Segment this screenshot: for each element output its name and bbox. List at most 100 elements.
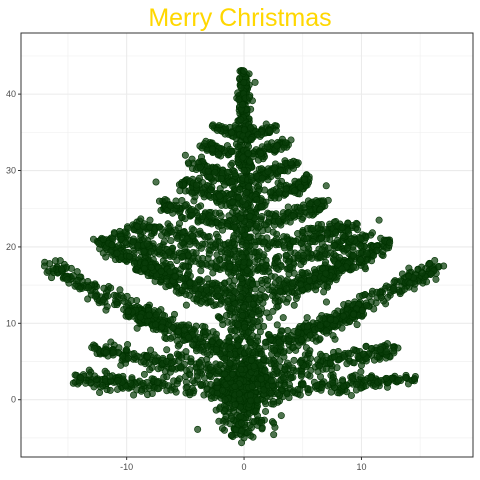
data-point — [375, 216, 383, 224]
data-point — [279, 237, 287, 245]
data-point — [260, 386, 268, 394]
data-point — [238, 226, 246, 234]
data-point — [251, 241, 259, 249]
data-point — [175, 181, 183, 189]
data-point — [322, 182, 330, 190]
data-point — [237, 274, 245, 282]
data-point — [261, 338, 269, 346]
data-point — [107, 284, 115, 292]
data-point — [249, 433, 257, 441]
data-point — [230, 232, 238, 240]
data-point — [303, 314, 311, 322]
data-point — [344, 219, 352, 227]
data-point — [182, 348, 190, 356]
data-point — [189, 377, 197, 385]
data-point — [124, 224, 132, 232]
data-point — [322, 258, 330, 266]
data-point — [113, 249, 121, 257]
data-point — [265, 268, 273, 276]
data-point — [58, 265, 66, 273]
data-point — [382, 374, 390, 382]
data-point — [85, 371, 93, 379]
data-point — [173, 202, 181, 210]
data-point — [389, 285, 397, 293]
data-point — [212, 346, 220, 354]
data-point — [317, 253, 325, 261]
data-point — [313, 199, 321, 207]
data-point — [184, 159, 192, 167]
data-point — [136, 313, 144, 321]
data-point — [187, 355, 195, 363]
data-point — [306, 347, 314, 355]
data-point — [276, 182, 284, 190]
data-point — [242, 242, 250, 250]
data-point — [161, 252, 169, 260]
data-point — [240, 303, 248, 311]
data-point — [359, 350, 367, 358]
data-point — [146, 366, 154, 374]
data-point — [251, 78, 259, 86]
data-point — [236, 185, 244, 193]
data-point — [113, 301, 121, 309]
data-point — [303, 235, 311, 243]
data-point — [284, 258, 292, 266]
data-point — [179, 274, 187, 282]
data-point — [130, 350, 138, 358]
data-point — [363, 301, 371, 309]
data-point — [237, 293, 245, 301]
data-point — [165, 224, 173, 232]
data-point — [405, 272, 413, 280]
data-point — [274, 217, 282, 225]
data-point — [258, 276, 266, 284]
x-tick-labels: -10 0 10 — [120, 462, 366, 472]
data-point — [228, 159, 236, 167]
data-point — [266, 127, 274, 135]
data-point — [275, 276, 283, 284]
data-point — [309, 238, 317, 246]
data-point — [241, 323, 249, 331]
data-point — [253, 396, 261, 404]
data-point — [185, 321, 193, 329]
data-point — [263, 309, 271, 317]
data-point — [243, 266, 251, 274]
data-point — [205, 173, 213, 181]
data-point — [343, 244, 351, 252]
data-point — [313, 382, 321, 390]
data-point — [163, 346, 171, 354]
data-point — [155, 223, 163, 231]
data-point — [199, 212, 207, 220]
data-point — [290, 187, 298, 195]
data-point — [338, 324, 346, 332]
data-point — [201, 323, 209, 331]
data-point — [90, 344, 98, 352]
data-point — [279, 374, 287, 382]
data-point — [182, 301, 190, 309]
data-point — [289, 279, 297, 287]
data-point — [208, 139, 216, 147]
data-point — [298, 215, 306, 223]
data-point — [231, 382, 239, 390]
data-point — [201, 374, 209, 382]
data-point — [206, 212, 214, 220]
data-point — [203, 342, 211, 350]
data-point — [350, 359, 358, 367]
data-point — [357, 361, 365, 369]
data-point — [289, 212, 297, 220]
data-point — [188, 205, 196, 213]
data-point — [144, 352, 152, 360]
data-point — [106, 372, 114, 380]
data-point — [273, 142, 281, 150]
data-point — [418, 269, 426, 277]
data-point — [205, 250, 213, 258]
data-point — [353, 380, 361, 388]
data-point — [219, 386, 227, 394]
data-point — [229, 198, 237, 206]
data-point — [137, 387, 145, 395]
data-point — [322, 298, 330, 306]
data-point — [252, 407, 260, 415]
data-point — [282, 185, 290, 193]
data-point — [202, 218, 210, 226]
data-point — [237, 116, 245, 124]
